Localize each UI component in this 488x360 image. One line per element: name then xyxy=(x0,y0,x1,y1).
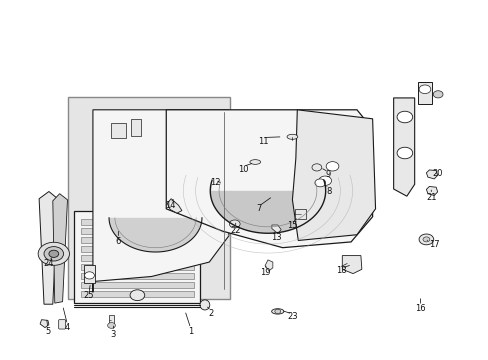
Circle shape xyxy=(325,162,338,171)
Text: 19: 19 xyxy=(259,269,270,277)
FancyBboxPatch shape xyxy=(111,123,126,138)
Ellipse shape xyxy=(200,300,209,310)
FancyBboxPatch shape xyxy=(108,315,114,324)
Polygon shape xyxy=(53,194,67,303)
Text: 5: 5 xyxy=(45,327,50,336)
Polygon shape xyxy=(426,170,437,179)
Circle shape xyxy=(318,176,331,185)
Circle shape xyxy=(130,290,144,301)
Text: 8: 8 xyxy=(325,187,330,196)
Polygon shape xyxy=(264,260,272,271)
Text: 18: 18 xyxy=(335,266,346,275)
Polygon shape xyxy=(166,110,372,248)
FancyBboxPatch shape xyxy=(81,255,193,261)
Polygon shape xyxy=(271,225,281,233)
Polygon shape xyxy=(210,180,325,233)
Ellipse shape xyxy=(286,134,297,139)
Text: 21: 21 xyxy=(425,193,436,202)
Ellipse shape xyxy=(249,159,260,164)
Circle shape xyxy=(107,323,115,328)
Text: 15: 15 xyxy=(286,220,297,230)
FancyBboxPatch shape xyxy=(81,246,193,252)
Text: 25: 25 xyxy=(83,292,94,300)
Polygon shape xyxy=(39,192,58,304)
Circle shape xyxy=(44,247,63,261)
FancyBboxPatch shape xyxy=(81,219,193,225)
Text: 4: 4 xyxy=(65,323,70,332)
FancyBboxPatch shape xyxy=(59,320,65,329)
Text: 17: 17 xyxy=(428,240,439,248)
Circle shape xyxy=(311,164,321,171)
FancyBboxPatch shape xyxy=(81,273,193,279)
FancyBboxPatch shape xyxy=(417,82,431,104)
Text: 7: 7 xyxy=(256,204,261,213)
Circle shape xyxy=(396,147,412,159)
Circle shape xyxy=(84,272,94,279)
Polygon shape xyxy=(167,199,182,213)
FancyBboxPatch shape xyxy=(81,264,193,270)
Circle shape xyxy=(274,309,280,314)
Circle shape xyxy=(396,111,412,123)
Polygon shape xyxy=(40,320,49,328)
Polygon shape xyxy=(292,110,375,240)
FancyBboxPatch shape xyxy=(81,237,193,243)
Circle shape xyxy=(422,237,429,242)
Polygon shape xyxy=(426,186,437,195)
FancyBboxPatch shape xyxy=(81,228,193,234)
Text: 2: 2 xyxy=(208,309,213,318)
Text: 13: 13 xyxy=(270,233,281,242)
FancyBboxPatch shape xyxy=(81,291,193,297)
Text: 24: 24 xyxy=(43,259,54,268)
Ellipse shape xyxy=(271,309,283,314)
Text: 6: 6 xyxy=(116,237,121,246)
Circle shape xyxy=(418,234,433,245)
Text: 1: 1 xyxy=(188,327,193,336)
Circle shape xyxy=(38,242,69,265)
Polygon shape xyxy=(342,256,361,274)
FancyBboxPatch shape xyxy=(84,265,95,283)
Polygon shape xyxy=(93,110,228,292)
Text: 12: 12 xyxy=(209,178,220,187)
Circle shape xyxy=(418,85,430,94)
Text: 22: 22 xyxy=(230,226,241,235)
FancyBboxPatch shape xyxy=(74,211,200,303)
Text: 20: 20 xyxy=(431,169,442,178)
Polygon shape xyxy=(109,218,202,252)
FancyBboxPatch shape xyxy=(131,119,141,136)
Text: 16: 16 xyxy=(414,305,425,313)
Text: 3: 3 xyxy=(111,330,116,338)
FancyBboxPatch shape xyxy=(68,97,229,299)
Circle shape xyxy=(229,220,240,228)
Circle shape xyxy=(314,179,325,187)
FancyBboxPatch shape xyxy=(81,282,193,288)
Polygon shape xyxy=(393,98,414,196)
Circle shape xyxy=(49,250,59,257)
Circle shape xyxy=(432,91,442,98)
Text: 9: 9 xyxy=(325,170,330,179)
FancyBboxPatch shape xyxy=(295,209,305,219)
Text: 11: 11 xyxy=(257,136,268,145)
Text: 10: 10 xyxy=(238,165,248,174)
Text: 23: 23 xyxy=(286,312,297,321)
Text: 14: 14 xyxy=(164,202,175,210)
